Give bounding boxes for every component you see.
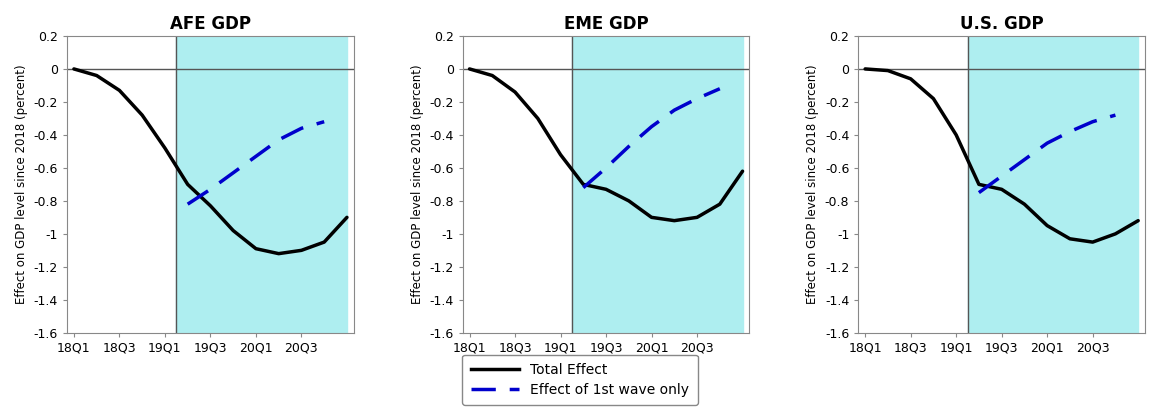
- Y-axis label: Effect on GDP level since 2018 (percent): Effect on GDP level since 2018 (percent): [411, 64, 423, 304]
- Y-axis label: Effect on GDP level since 2018 (percent): Effect on GDP level since 2018 (percent): [806, 64, 819, 304]
- Title: AFE GDP: AFE GDP: [169, 15, 251, 33]
- Bar: [572, 36, 742, 333]
- Bar: [176, 36, 347, 333]
- Bar: [967, 36, 1138, 333]
- Legend: Total Effect, Effect of 1st wave only: Total Effect, Effect of 1st wave only: [463, 355, 697, 405]
- Title: U.S. GDP: U.S. GDP: [959, 15, 1044, 33]
- Y-axis label: Effect on GDP level since 2018 (percent): Effect on GDP level since 2018 (percent): [15, 64, 28, 304]
- Title: EME GDP: EME GDP: [564, 15, 648, 33]
